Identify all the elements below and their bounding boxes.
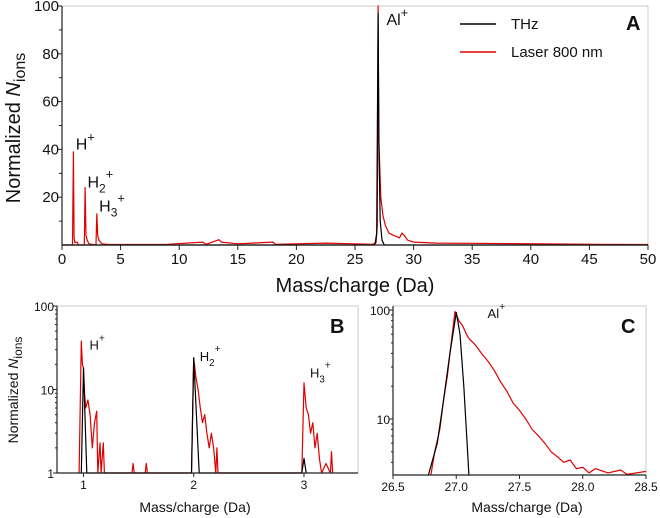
panel-c: 26.5 27.0 27.5 28.0 28.5 10 100 Al+ [370, 302, 658, 494]
peak-label-base: Al [386, 12, 400, 29]
panel-a: 0 5 10 15 20 25 30 35 40 45 5020406080100H+H2+H3+A… [34, 0, 656, 268]
panel-c-letter: C [621, 316, 635, 338]
series-laser-800-nm [62, 5, 649, 246]
y-tick-label: 80 [42, 46, 59, 63]
peak-label-sup: + [401, 5, 408, 20]
peak-label-base: H [87, 175, 99, 192]
peak-label-sup: + [117, 191, 124, 206]
x-tick-label: 1 [80, 478, 87, 492]
peak-label: Al+ [386, 5, 408, 29]
legend-label-thz: THz [511, 16, 539, 33]
peak-label-base: H [200, 349, 209, 364]
ylabel-var: N [5, 358, 21, 369]
peak-label: H2+ [87, 167, 113, 196]
x-tick-label: 40 [522, 251, 539, 268]
x-tick-label: 15 [229, 251, 246, 268]
x-tick-label: 28.5 [634, 480, 658, 494]
y-tick-label: 1 [47, 467, 54, 481]
peak-label-sup: + [325, 360, 331, 371]
peak-label-sub: 3 [319, 374, 324, 385]
plot-frame [392, 305, 647, 476]
panel-a-ylabel: Normalized Nions [3, 53, 29, 204]
panel-a-letter: A [626, 13, 640, 35]
plot-frame [61, 5, 649, 246]
panel-b-ylabel: Normalized Nions [5, 337, 25, 444]
x-tick-label: 10 [171, 251, 188, 268]
peak-label-sup: + [215, 344, 221, 355]
peak-label: Al+ [488, 302, 506, 321]
y-tick-label: 100 [34, 300, 54, 314]
peak-label: H3+ [310, 360, 331, 385]
legend: THz Laser 800 nm [460, 16, 603, 61]
peak-label-base: H [99, 199, 111, 216]
peak-label-sup: + [99, 334, 105, 345]
x-tick-label: 0 [58, 251, 66, 268]
plot-frame [56, 305, 359, 474]
panel-b-letter: B [330, 316, 344, 338]
x-tick-label: 28.0 [571, 480, 595, 494]
x-tick-label: 45 [581, 251, 598, 268]
x-tick-label: 35 [464, 251, 481, 268]
x-tick-label: 27.0 [445, 480, 469, 494]
series-laser-800-nm [430, 310, 647, 475]
panel-a-xlabel: Mass/charge (Da) [276, 275, 435, 297]
y-tick-label: 60 [42, 94, 59, 111]
peak-label-sup: + [87, 129, 94, 144]
x-tick-label: 2 [190, 478, 197, 492]
peak-label-sub: 3 [111, 206, 118, 220]
y-tick-label: 10 [41, 384, 55, 398]
x-tick-label: 30 [405, 251, 422, 268]
peak-label-sup: + [499, 302, 505, 313]
x-tick-label: 25 [347, 251, 364, 268]
legend-label-laser: Laser 800 nm [511, 44, 603, 61]
x-tick-label: 27.5 [508, 480, 532, 494]
ylabel-sub: ions [11, 337, 25, 359]
x-tick-label: 20 [288, 251, 305, 268]
ylabel-sub: ions [12, 53, 29, 82]
panel-c-xlabel: Mass/charge (Da) [471, 499, 582, 515]
peak-label: H3+ [99, 191, 125, 220]
peak-label: H2+ [200, 344, 221, 369]
y-tick-label: 100 [34, 0, 59, 15]
peak-label-base: H [89, 338, 98, 353]
x-tick-label: 26.5 [381, 480, 405, 494]
peak-label-base: H [76, 136, 88, 153]
series-thz [80, 357, 307, 474]
x-tick-label: 5 [116, 251, 124, 268]
peak-label: H+ [76, 129, 95, 153]
peak-label-base: H [310, 365, 319, 380]
series-thz [427, 311, 470, 476]
x-tick-label: 50 [640, 251, 657, 268]
series-thz [62, 12, 648, 246]
ylabel-text: Normalized [5, 369, 21, 444]
y-tick-label: 10 [377, 413, 391, 427]
y-tick-label: 100 [370, 304, 390, 318]
series-laser-800-nm [78, 340, 334, 474]
x-tick-label: 3 [301, 478, 308, 492]
panel-b-xlabel: Mass/charge (Da) [139, 499, 250, 515]
ylabel-var: N [3, 82, 25, 97]
y-tick-label: 20 [42, 189, 59, 206]
y-tick-label: 40 [42, 141, 59, 158]
peak-label-sub: 2 [209, 358, 214, 369]
peak-label: H+ [89, 334, 104, 353]
peak-label-sub: 2 [99, 182, 106, 196]
peak-label-sup: + [106, 167, 113, 182]
peak-label-base: Al [488, 306, 500, 321]
ylabel-text: Normalized [3, 97, 25, 204]
